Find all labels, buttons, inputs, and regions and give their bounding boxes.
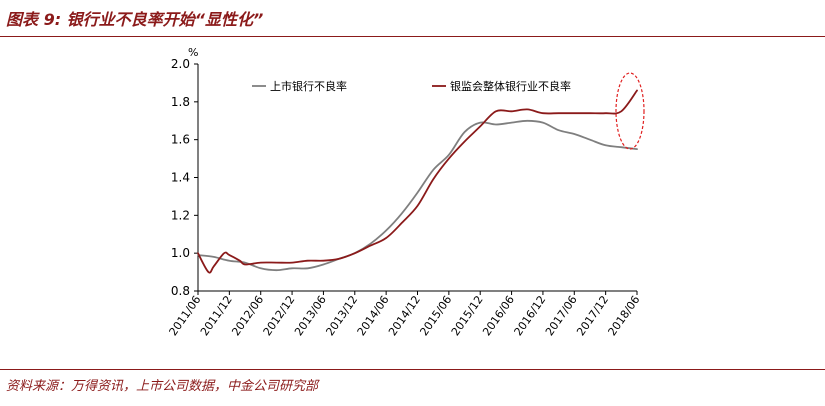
highlight-ellipse (615, 72, 645, 150)
y-tick-label: 1.0 (171, 246, 190, 260)
source-note: 资料来源：万得资讯，上市公司数据，中金公司研究部 (6, 379, 319, 394)
chart-legend: 上市银行不良率 银监会整体银行业不良率 (252, 79, 571, 93)
chart-annotation (615, 72, 645, 150)
legend-label: 上市银行不良率 (270, 79, 347, 93)
figure-title: 图表 9: 银行业不良率开始“显性化” (6, 10, 264, 29)
x-tick-label: 2018/06 (606, 293, 643, 338)
chart-axes (194, 63, 638, 295)
y-tick-label: 0.8 (171, 284, 190, 298)
y-axis-unit: % (188, 46, 198, 59)
legend-item-banking-sector: 银监会整体银行业不良率 (432, 79, 571, 93)
title-rule (0, 36, 825, 37)
source-rule (0, 369, 825, 370)
chart-series (197, 89, 638, 274)
y-tick-label: 2.0 (171, 57, 190, 71)
y-tick-label: 1.2 (171, 208, 190, 222)
x-tick-labels: 2011/062011/122012/062012/122013/062013/… (167, 293, 643, 338)
y-tick-label: 1.8 (171, 95, 190, 109)
legend-label: 银监会整体银行业不良率 (450, 79, 571, 93)
y-tick-label: 1.4 (171, 171, 190, 185)
y-tick-labels: 2.0 1.8 1.6 1.4 1.2 1.0 0.8% (171, 46, 199, 298)
y-tick-label: 1.6 (171, 133, 190, 147)
series-line-listed-banks (197, 119, 638, 272)
legend-item-listed-banks: 上市银行不良率 (252, 79, 347, 93)
series-line-banking-sector (197, 89, 638, 274)
